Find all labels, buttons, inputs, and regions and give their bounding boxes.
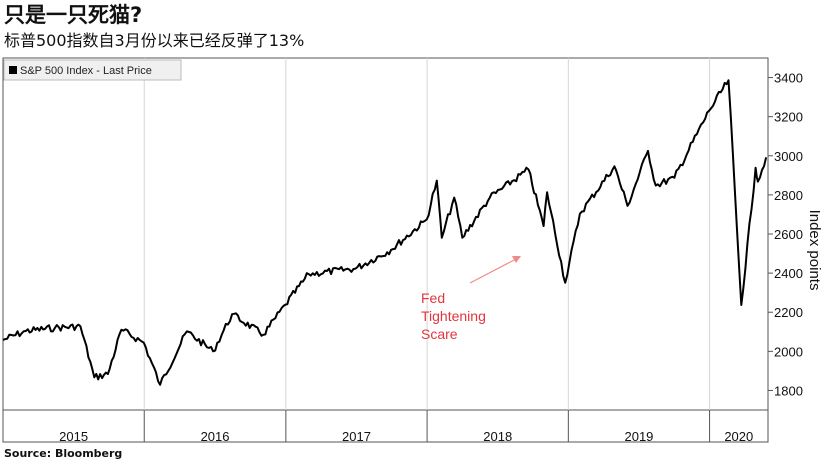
- y-tick-label: 1800: [774, 383, 803, 398]
- plot-frame: [2, 57, 769, 443]
- y-tick-label: 3000: [774, 149, 803, 164]
- x-tick-label: 2016: [201, 429, 230, 444]
- annotation-arrow: [469, 256, 521, 284]
- annotation-line-2: Tightening: [421, 308, 486, 324]
- source-note: Source: Bloomberg: [4, 447, 123, 460]
- legend-swatch: [9, 66, 17, 74]
- y-tick-label: 2400: [774, 266, 803, 281]
- page-subtitle: 标普500指数自3月份以来已经反弹了13%: [4, 31, 305, 50]
- y-tick-label: 2800: [774, 188, 803, 203]
- page-title: 只是一只死猫?: [4, 3, 143, 27]
- x-tick-label: 2020: [724, 429, 753, 444]
- x-tick-label: 2018: [483, 429, 512, 444]
- y-tick-label: 3400: [774, 71, 803, 86]
- annotation-arrowhead: [512, 256, 521, 263]
- legend: S&P 500 Index - Last Price: [3, 59, 182, 81]
- legend-box: [3, 59, 182, 81]
- x-tick-label: 2019: [624, 429, 653, 444]
- y-tick-label: 2600: [774, 227, 803, 242]
- annotation-line-3: Scare: [421, 326, 458, 342]
- y-axis-label: Index points: [806, 210, 823, 291]
- x-tick-label: 2015: [59, 429, 88, 444]
- legend-label: S&P 500 Index - Last Price: [20, 65, 152, 77]
- annotation-line-1: Fed: [421, 290, 445, 306]
- annotation: Fed Tightening Scare: [421, 256, 521, 342]
- x-tick-label: 2017: [342, 429, 371, 444]
- y-tick-label: 2200: [774, 305, 803, 320]
- y-tick-label: 2000: [774, 344, 803, 359]
- y-tick-label: 3200: [774, 110, 803, 125]
- series-line: [2, 79, 768, 386]
